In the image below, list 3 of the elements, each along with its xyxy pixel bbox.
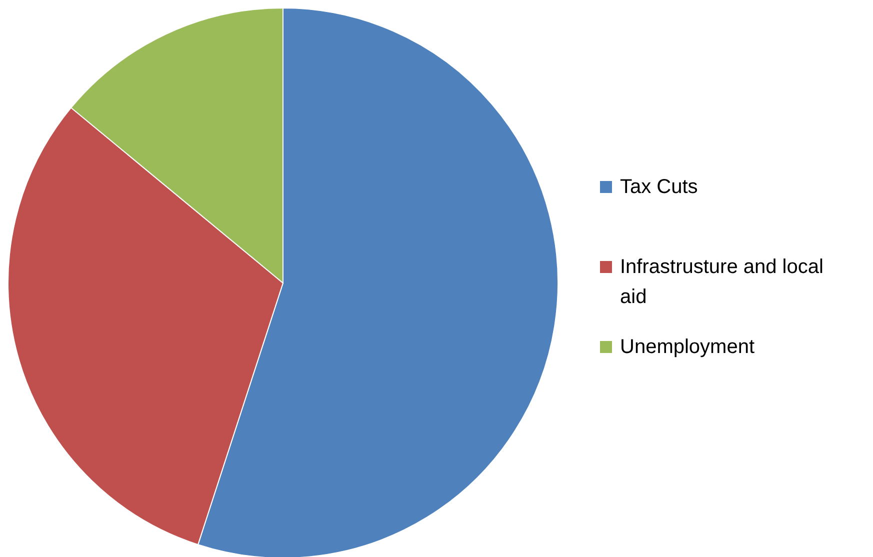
legend-label: Unemployment [620, 336, 755, 358]
legend-label: Tax Cuts [620, 176, 698, 198]
legend-label: Infrastrusture and local aid [620, 256, 824, 308]
